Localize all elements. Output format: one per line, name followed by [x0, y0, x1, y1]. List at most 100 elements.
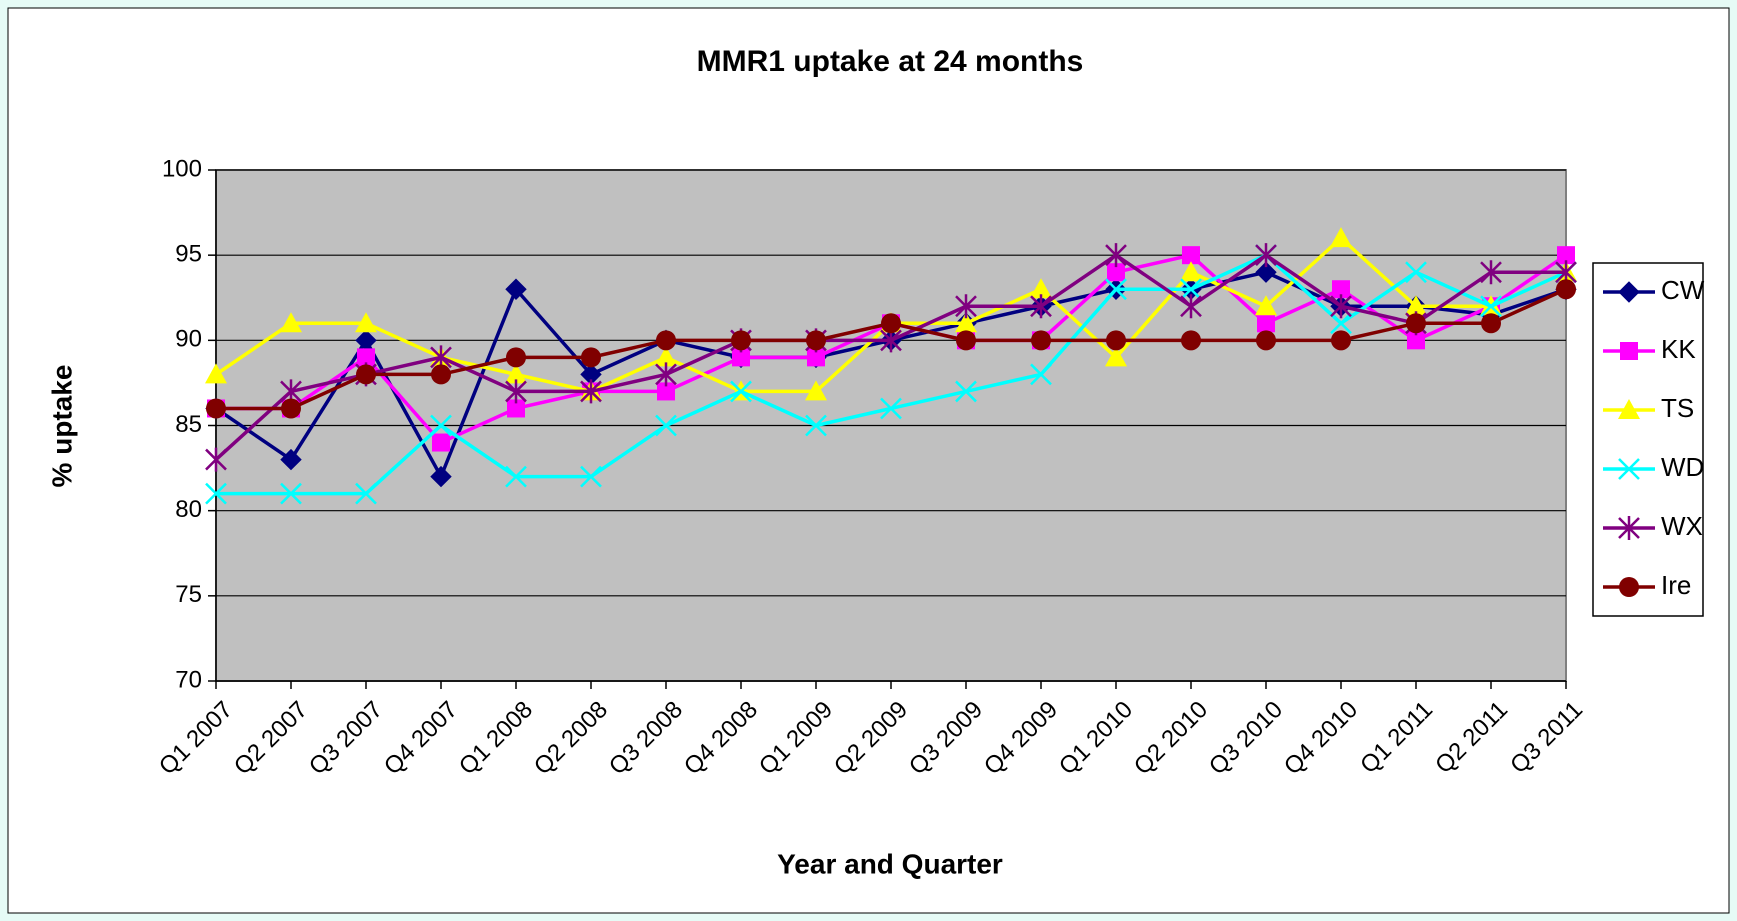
series [205, 244, 1577, 505]
marker [1620, 342, 1638, 360]
marker [205, 482, 227, 505]
marker [1405, 261, 1427, 284]
marker [732, 348, 750, 367]
marker [1405, 295, 1427, 316]
marker [505, 278, 527, 300]
marker [1105, 243, 1127, 268]
marker [1255, 295, 1277, 316]
marker [280, 448, 302, 471]
marker [1556, 279, 1576, 300]
marker [505, 363, 527, 384]
marker [1618, 458, 1640, 480]
marker [1618, 399, 1640, 419]
marker [1030, 278, 1052, 299]
marker [805, 380, 827, 401]
marker [655, 362, 677, 387]
marker [1480, 260, 1502, 285]
marker [1255, 243, 1277, 268]
marker [1105, 278, 1127, 301]
marker [731, 330, 751, 351]
y-axis-title: % uptake [46, 365, 77, 488]
marker [807, 348, 825, 367]
marker [355, 482, 377, 505]
marker [1332, 280, 1350, 299]
marker [580, 465, 602, 488]
marker [1181, 330, 1201, 351]
marker [1257, 314, 1275, 333]
marker [1255, 261, 1277, 283]
marker [507, 399, 525, 418]
marker [355, 312, 377, 333]
series [206, 279, 1576, 419]
y-tick-label: 95 [175, 241, 202, 268]
y-tick-label: 80 [175, 496, 202, 523]
marker [280, 482, 302, 505]
marker [357, 348, 375, 367]
marker [581, 347, 601, 368]
marker [1180, 278, 1202, 301]
legend-label: KK [1661, 334, 1696, 364]
marker [280, 312, 302, 333]
marker [1618, 281, 1640, 303]
marker [1330, 294, 1352, 319]
marker [205, 447, 227, 472]
marker [1107, 263, 1125, 282]
marker [356, 364, 376, 385]
legend-label: Ire [1661, 570, 1691, 600]
marker [655, 414, 677, 437]
legend-label: WX [1661, 511, 1703, 541]
marker [206, 398, 226, 419]
marker [1406, 313, 1426, 334]
legend-label: WD [1661, 452, 1704, 482]
marker [1182, 246, 1200, 265]
marker [505, 465, 527, 488]
marker [1557, 246, 1575, 265]
marker [430, 414, 452, 437]
marker [205, 363, 227, 384]
marker [505, 379, 527, 404]
marker [1106, 330, 1126, 351]
marker [955, 380, 977, 403]
legend [1592, 262, 1704, 617]
marker [281, 398, 301, 419]
marker [655, 346, 677, 367]
marker [1618, 516, 1640, 540]
y-tick-label: 85 [175, 411, 202, 438]
y-tick-label: 75 [175, 581, 202, 608]
marker [506, 347, 526, 368]
marker [1031, 330, 1051, 351]
marker [1256, 330, 1276, 351]
x-axis-title: Year and Quarter [777, 848, 1003, 879]
marker [432, 433, 450, 452]
marker [1331, 330, 1351, 351]
marker [580, 379, 602, 404]
marker [1105, 346, 1127, 367]
marker [881, 313, 901, 334]
marker [1407, 331, 1425, 350]
marker [1619, 577, 1639, 597]
marker [955, 294, 977, 319]
marker [805, 414, 827, 437]
marker [657, 382, 675, 401]
y-tick-label: 90 [175, 326, 202, 353]
y-tick-label: 100 [162, 155, 202, 182]
marker [431, 364, 451, 385]
marker [1030, 363, 1052, 386]
marker [730, 380, 752, 403]
marker [1030, 294, 1052, 319]
legend-label: TS [1661, 393, 1694, 423]
marker [1481, 313, 1501, 334]
marker [956, 330, 976, 351]
y-tick-label: 70 [175, 666, 202, 693]
marker [656, 330, 676, 351]
marker [806, 330, 826, 351]
marker [430, 465, 452, 488]
marker [1180, 261, 1202, 282]
chart-title: MMR1 uptake at 24 months [697, 45, 1084, 78]
marker [1330, 227, 1352, 248]
marker [955, 312, 977, 333]
legend-label: CW [1661, 275, 1705, 305]
marker [880, 397, 902, 420]
marker [1180, 294, 1202, 319]
